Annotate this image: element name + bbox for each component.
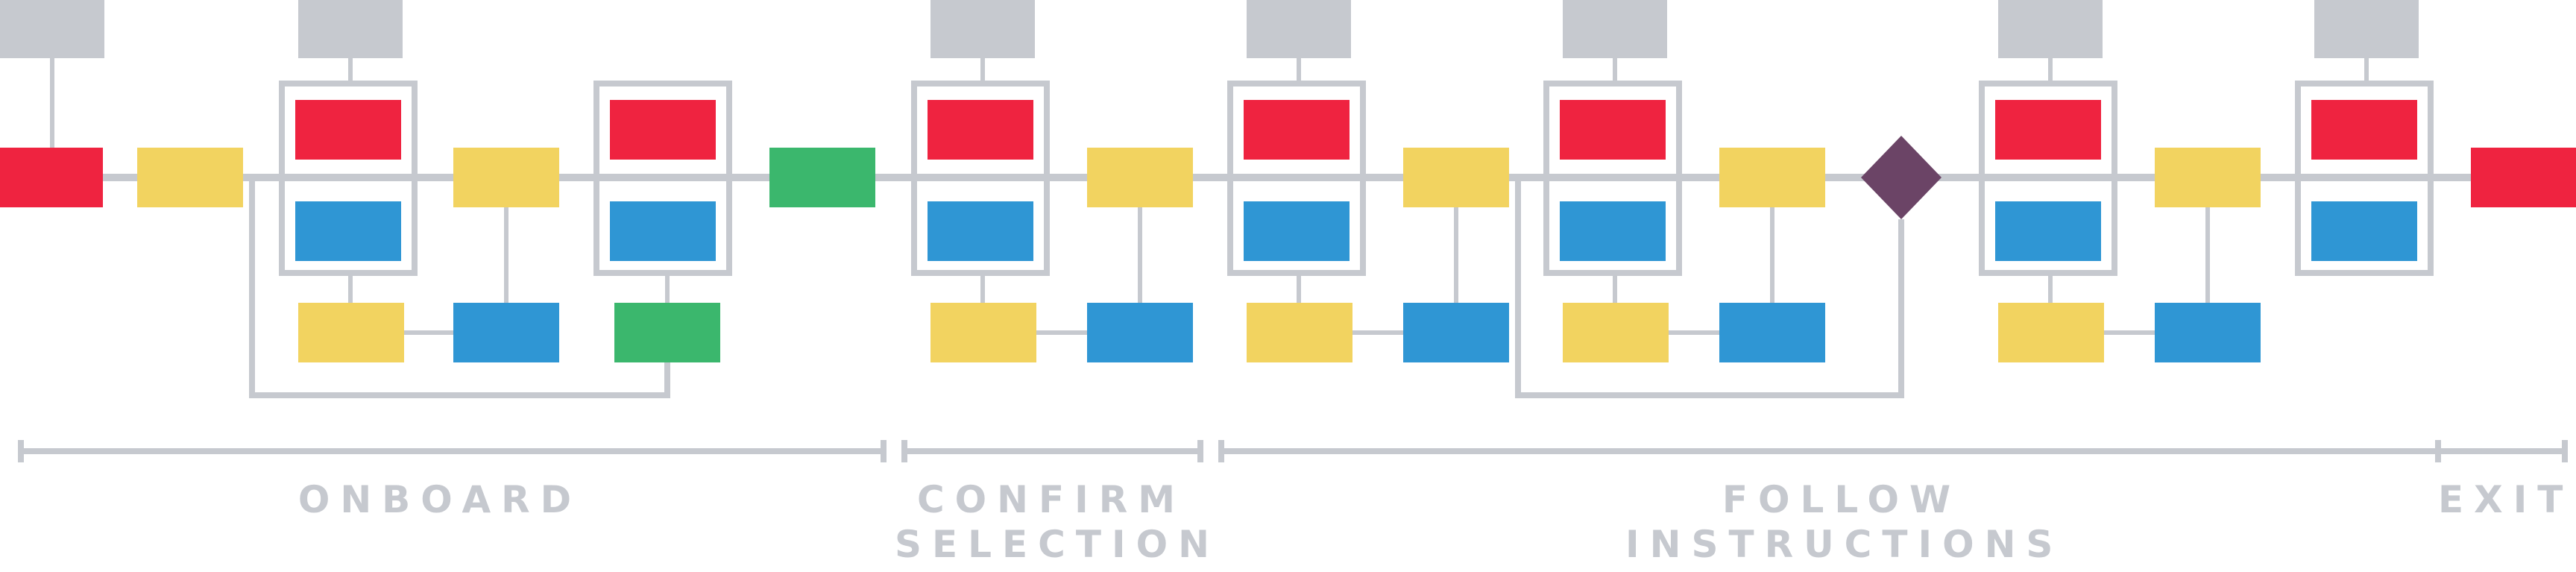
yellow-step-box [2155, 148, 2261, 207]
red-step-box [2311, 100, 2417, 160]
gray-reference-box [1563, 0, 1667, 58]
green-step-box [769, 148, 875, 207]
yellow-step-box [453, 148, 559, 207]
blue-step-box [2311, 201, 2417, 261]
yellow-sub-box [930, 303, 1036, 362]
yellow-step-box [1087, 148, 1193, 207]
red-step-box [1995, 100, 2101, 160]
yellow-sub-box [298, 303, 404, 362]
phase-label-follow-instructions: FOLLOW INSTRUCTIONS [1625, 477, 2058, 567]
gray-reference-box [930, 0, 1035, 58]
group-frame [2295, 81, 2434, 276]
phase-label-line: SELECTION [895, 523, 1220, 566]
phase-label-exit: EXIT [2438, 477, 2565, 522]
phase-label-line: EXIT [2438, 478, 2574, 521]
gray-reference-box [298, 0, 403, 58]
group-frame [593, 81, 732, 276]
blue-sub-box [2155, 303, 2261, 362]
phase-label-line: ONBOARD [297, 478, 582, 521]
green-sub-box [614, 303, 720, 362]
blue-step-box [1244, 201, 1350, 261]
yellow-step-box [1403, 148, 1509, 207]
decision-diamond [1861, 136, 1942, 219]
gray-reference-box [1247, 0, 1351, 58]
blue-step-box [928, 201, 1033, 261]
red-step-box [295, 100, 401, 160]
phase-label-line: FOLLOW [1722, 478, 1962, 521]
blue-sub-box [1403, 303, 1509, 362]
connector-line [249, 177, 670, 398]
phase-label-confirm-selection: CONFIRM SELECTION [895, 477, 1220, 567]
blue-sub-box [1087, 303, 1193, 362]
end-node [2471, 148, 2576, 207]
phase-label-onboard: ONBOARD [0, 477, 880, 522]
red-step-box [610, 100, 716, 160]
blue-step-box [610, 201, 716, 261]
start-node [0, 148, 103, 207]
connector-line [1515, 177, 1904, 398]
yellow-sub-box [1247, 303, 1352, 362]
yellow-step-box [1719, 148, 1825, 207]
red-step-box [1560, 100, 1666, 160]
yellow-step-box [137, 148, 243, 207]
gray-reference-box [1998, 0, 2103, 58]
yellow-sub-box [1563, 303, 1669, 362]
yellow-sub-box [1998, 303, 2104, 362]
gray-reference-box [0, 0, 104, 58]
blue-sub-box [1719, 303, 1825, 362]
gray-reference-box [2314, 0, 2419, 58]
red-step-box [928, 100, 1033, 160]
phase-label-line: INSTRUCTIONS [1625, 523, 2064, 566]
blue-step-box [295, 201, 401, 261]
blue-step-box [1995, 201, 2101, 261]
phase-label-line: CONFIRM [916, 478, 1186, 521]
red-step-box [1244, 100, 1350, 160]
blue-sub-box [453, 303, 559, 362]
blue-step-box [1560, 201, 1666, 261]
